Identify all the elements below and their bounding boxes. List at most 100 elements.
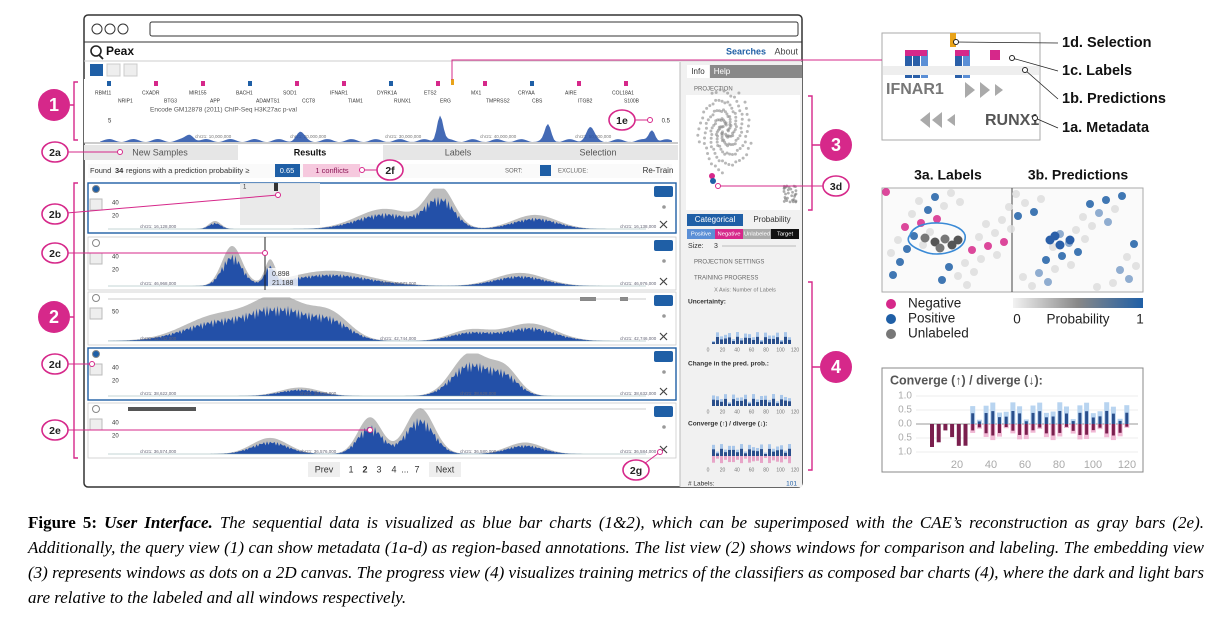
normalize-button[interactable] xyxy=(89,307,103,320)
y-tick-label: 20 xyxy=(112,379,119,385)
tool-button[interactable] xyxy=(90,64,103,76)
tool-button[interactable] xyxy=(106,63,121,77)
x-tick-label: 80 xyxy=(763,467,769,473)
metric-bar xyxy=(724,398,727,406)
gene-label: APP xyxy=(210,98,221,104)
projection-dot xyxy=(726,129,730,133)
page-link[interactable]: 3 xyxy=(376,464,381,474)
label-negative[interactable] xyxy=(659,387,668,396)
tab[interactable]: Results xyxy=(294,147,327,157)
gene-label: SOD1 xyxy=(283,90,297,96)
status-count: 34 xyxy=(115,166,124,175)
side-tab[interactable]: Help xyxy=(714,67,731,76)
metric-bar xyxy=(760,449,763,456)
nav-link[interactable]: About xyxy=(774,46,798,56)
metric-bar xyxy=(772,451,775,456)
mode-button[interactable]: Categorical xyxy=(695,215,736,224)
callout-end xyxy=(657,449,663,455)
label-neutral[interactable] xyxy=(662,425,666,429)
select-radio[interactable] xyxy=(92,294,100,302)
mode-button[interactable] xyxy=(687,214,743,226)
side-tab[interactable]: Info xyxy=(691,67,705,76)
label-neutral[interactable] xyxy=(662,205,666,209)
retrain-button[interactable]: Re-Train xyxy=(643,166,674,175)
page-link[interactable]: Prev xyxy=(315,464,334,474)
label-positive[interactable] xyxy=(654,295,673,306)
page-link[interactable]: 7 xyxy=(414,464,419,474)
coord-label: chr21: 36,574,000 xyxy=(140,449,177,454)
label-positive[interactable] xyxy=(654,240,673,251)
scale-label: 1 xyxy=(1136,312,1144,327)
nav-link[interactable]: Searches xyxy=(726,46,766,56)
page-link[interactable]: 2 xyxy=(362,464,367,474)
projection-dot xyxy=(728,120,732,124)
tooltip xyxy=(268,268,298,288)
track-label: Encode GM12878 (2011) ChIP-Seq H3K27ac p… xyxy=(150,107,297,114)
tooltip-text: 21.188 xyxy=(272,280,294,287)
annotation xyxy=(577,81,581,86)
normalize-button[interactable] xyxy=(89,418,103,431)
annotation xyxy=(483,81,487,86)
window-row xyxy=(87,347,677,401)
tab[interactable]: Selection xyxy=(579,147,616,157)
page-button[interactable] xyxy=(308,462,340,477)
leader-dot xyxy=(1009,55,1015,61)
tool-button[interactable] xyxy=(123,63,138,77)
annotation xyxy=(154,81,158,86)
x-tick-label: 100 xyxy=(776,347,785,353)
label-neutral[interactable] xyxy=(662,259,666,263)
label-neutral[interactable] xyxy=(662,314,666,318)
label-positive[interactable] xyxy=(654,186,673,197)
coord-label: chr21: 40,000,000 xyxy=(480,134,517,139)
conflicts[interactable]: 1 conflicts xyxy=(315,166,349,175)
metric-bar xyxy=(728,337,731,344)
embedding-dot xyxy=(931,193,939,201)
embedding-dot xyxy=(953,235,963,245)
metric-bar xyxy=(752,398,755,406)
select-radio[interactable] xyxy=(92,185,100,193)
threshold[interactable]: 0.65 xyxy=(280,166,295,175)
page-link[interactable]: ... xyxy=(401,464,409,474)
normalize-button[interactable] xyxy=(89,198,103,211)
y-tick-label: 20 xyxy=(112,214,119,220)
projection-dot xyxy=(714,90,718,94)
embedding-dot xyxy=(915,197,923,205)
legend-label: Unlabeled xyxy=(908,326,969,341)
label-positive[interactable] xyxy=(654,406,673,417)
bar-dark xyxy=(943,424,948,431)
gene-label: BTG3 xyxy=(164,98,177,104)
label-positive[interactable] xyxy=(654,351,673,362)
selection-bar xyxy=(950,33,956,47)
label-neutral[interactable] xyxy=(662,370,666,374)
x-tick-label: 120 xyxy=(791,409,800,415)
projection-dot xyxy=(735,99,739,103)
coord-label: chr21: 38,628,000 xyxy=(460,391,497,396)
sort-button[interactable] xyxy=(540,165,551,176)
callout xyxy=(41,141,69,163)
metric-bar xyxy=(784,336,787,344)
tab[interactable]: Labels xyxy=(445,147,472,157)
page-link[interactable]: Next xyxy=(436,464,455,474)
page-link[interactable]: 4 xyxy=(391,464,396,474)
tab[interactable]: New Samples xyxy=(132,147,188,157)
page-button[interactable] xyxy=(429,462,461,477)
y-tick-label: 0.5 xyxy=(662,119,671,125)
label-negative[interactable] xyxy=(659,220,668,229)
select-radio[interactable] xyxy=(92,350,100,358)
projection-dot xyxy=(720,132,724,136)
normalize-button[interactable] xyxy=(89,252,103,265)
x-tick-label: 120 xyxy=(1118,459,1136,471)
select-radio[interactable] xyxy=(92,239,100,247)
projection-dot xyxy=(715,140,719,144)
callout-text: 1 xyxy=(49,95,59,115)
bar-dark xyxy=(1044,417,1048,424)
bar-dark xyxy=(991,411,995,424)
bar-dark xyxy=(1118,420,1122,424)
legend-label: Negative xyxy=(908,296,961,311)
mode-button[interactable]: Probability xyxy=(753,215,790,224)
page-link[interactable]: 1 xyxy=(348,464,353,474)
select-radio[interactable] xyxy=(92,405,100,413)
label-negative[interactable] xyxy=(659,332,668,341)
label-negative[interactable] xyxy=(659,277,668,286)
normalize-button[interactable] xyxy=(89,363,103,376)
